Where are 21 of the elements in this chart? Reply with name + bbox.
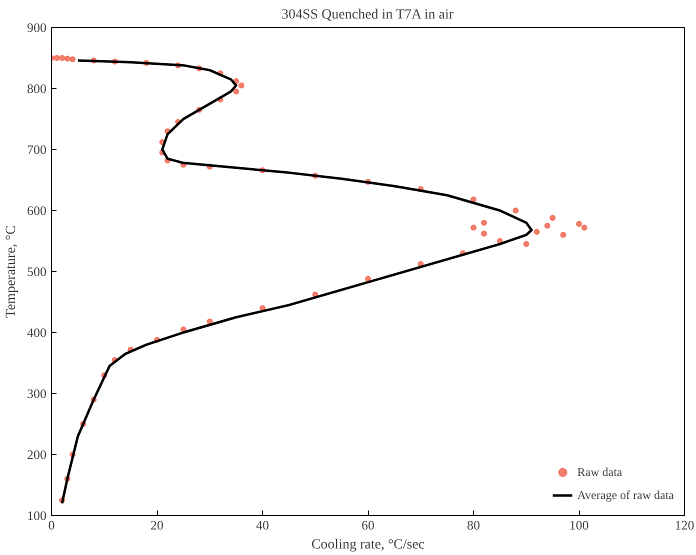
x-tick-label: 120 xyxy=(674,518,694,532)
x-axis-title: Cooling rate, °C/sec xyxy=(311,538,425,552)
y-tick-label: 400 xyxy=(27,325,46,340)
x-tick-label: 100 xyxy=(569,518,589,532)
y-tick-label: 300 xyxy=(27,386,46,401)
y-tick-label: 100 xyxy=(27,508,46,523)
y-tick-label: 700 xyxy=(27,142,46,157)
legend-label: Average of raw data xyxy=(577,488,674,502)
x-tick-label: 80 xyxy=(467,518,480,532)
y-tick-label: 800 xyxy=(27,81,46,96)
x-tick-label: 0 xyxy=(48,518,55,532)
chart-title: 304SS Quenched in T7A in air xyxy=(281,8,454,22)
legend-label: Raw data xyxy=(577,464,622,480)
y-tick-label: 900 xyxy=(27,20,46,35)
x-tick-label: 60 xyxy=(362,518,374,532)
x-tick-label: 40 xyxy=(256,518,269,532)
y-tick-label: 200 xyxy=(27,447,46,462)
y-axis-title: Temperature, °C xyxy=(4,225,19,318)
y-tick-label: 600 xyxy=(27,203,46,218)
y-tick-label: 500 xyxy=(27,264,46,279)
x-tick-label: 20 xyxy=(150,518,164,532)
